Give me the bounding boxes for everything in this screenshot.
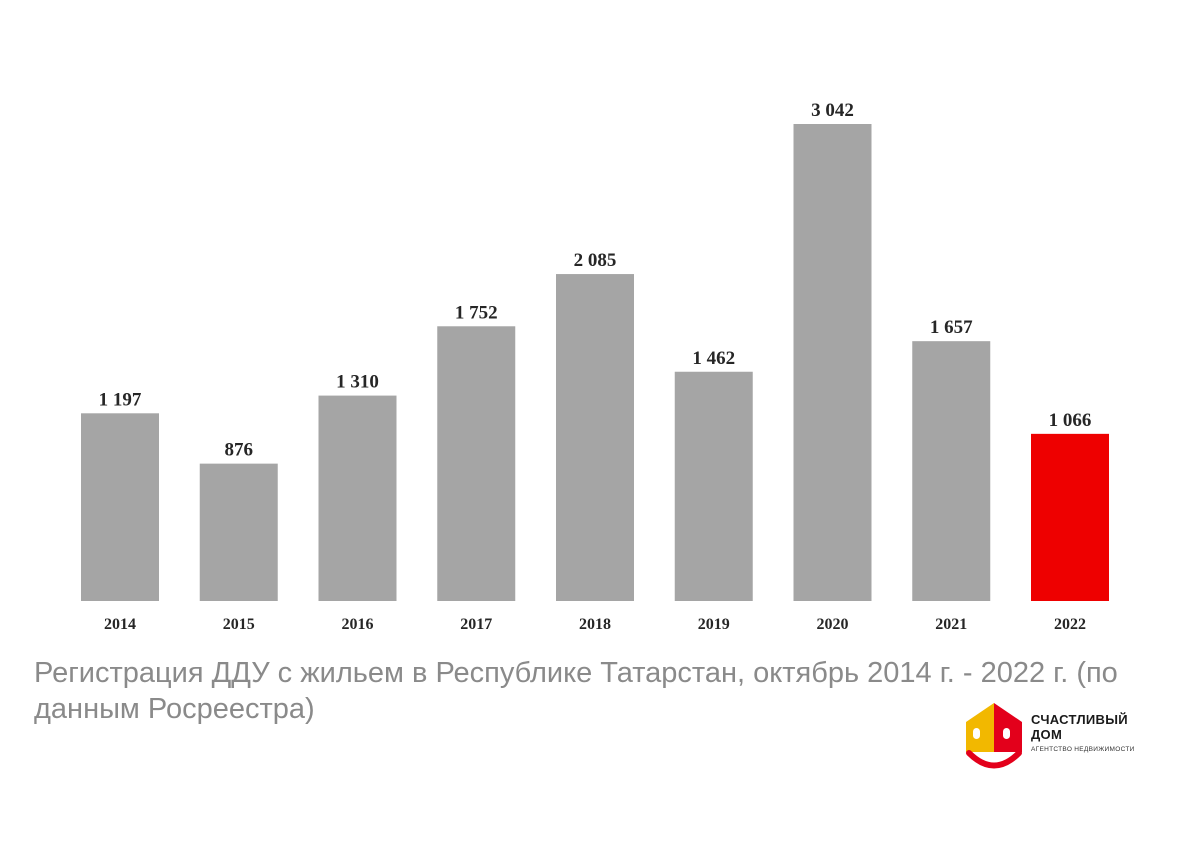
value-label-2018: 2 085 — [574, 250, 617, 271]
value-label-2017: 1 752 — [455, 302, 498, 323]
logo-tagline: АГЕНТСТВО НЕДВИЖИМОСТИ — [1031, 746, 1135, 753]
bar-2020 — [793, 124, 872, 601]
category-label-2019: 2019 — [698, 616, 730, 633]
value-label-2019: 1 462 — [692, 348, 735, 369]
logo-brand-line2: ДОМ — [1031, 727, 1063, 742]
category-label-2017: 2017 — [460, 616, 492, 633]
bar-2014 — [81, 413, 159, 601]
category-label-2022: 2022 — [1054, 616, 1086, 633]
bar-chart: 1 197 876 1 310 1 752 2 085 1 462 3 042 1 657 1 … — [81, 100, 1109, 633]
value-label-2015: 876 — [225, 440, 254, 461]
category-label-2021: 2021 — [935, 616, 967, 633]
bar-2015 — [199, 463, 278, 601]
company-logo: СЧАСТЛИВЫЙ ДОМ АГЕНТСТВО НЕДВИЖИМОСТИ — [963, 700, 1163, 770]
chart-caption: Регистрация ДДУ с жильем в Республике Та… — [34, 657, 1118, 725]
bar-2022 — [1031, 433, 1109, 601]
category-label-2015: 2015 — [223, 616, 255, 633]
category-label-2020: 2020 — [817, 616, 849, 633]
bar-2016 — [318, 395, 397, 601]
category-label-2016: 2016 — [342, 616, 374, 633]
bar-2021 — [912, 341, 991, 601]
category-label-2018: 2018 — [579, 616, 611, 633]
value-label-2022: 1 066 — [1049, 410, 1092, 431]
logo-brand-line1: СЧАСТЛИВЫЙ — [1031, 712, 1128, 727]
category-label-2014: 2014 — [104, 616, 136, 633]
bar-2018 — [556, 274, 634, 601]
bars-group — [81, 124, 1109, 601]
value-labels-group: 1 197 876 1 310 1 752 2 085 1 462 3 042 1 657 1 … — [99, 100, 1092, 461]
value-label-2014: 1 197 — [99, 389, 142, 410]
bar-2017 — [437, 326, 516, 601]
category-labels-group: 2014 2015 2016 2017 2018 2019 2020 2021 2022 — [104, 616, 1086, 633]
value-label-2016: 1 310 — [336, 372, 379, 393]
bar-2019 — [674, 371, 753, 601]
value-label-2020: 3 042 — [811, 100, 854, 121]
house-logo-icon — [966, 703, 1022, 769]
value-label-2021: 1 657 — [930, 317, 973, 338]
logo-text: СЧАСТЛИВЫЙ ДОМ АГЕНТСТВО НЕДВИЖИМОСТИ — [1031, 712, 1135, 755]
